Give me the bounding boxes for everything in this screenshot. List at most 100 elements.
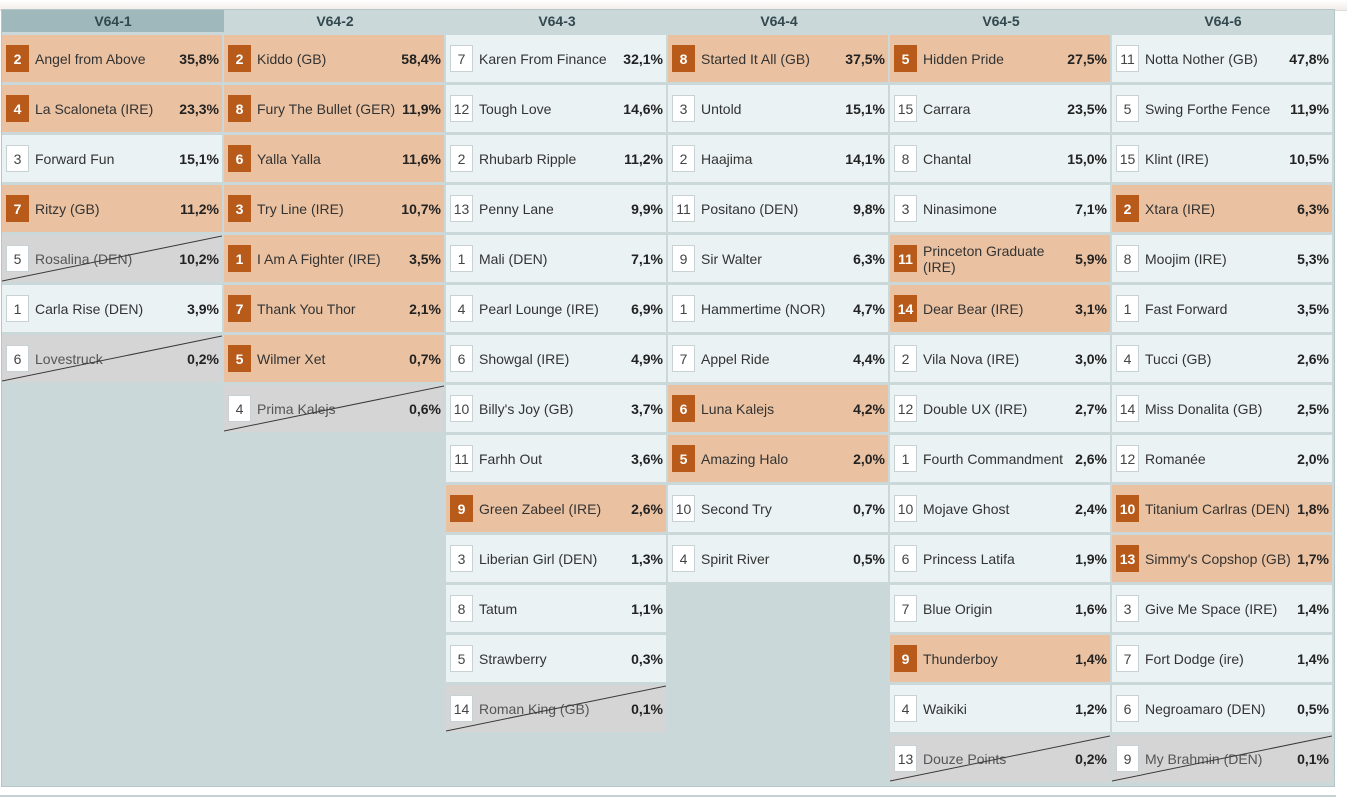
horse-row[interactable]: 1 Carla Rise (DEN) 3,9% <box>2 285 222 332</box>
horse-row-selected[interactable]: 3 Try Line (IRE) 10,7% <box>224 185 444 232</box>
horse-row-selected[interactable]: 7 Ritzy (GB) 11,2% <box>2 185 222 232</box>
horse-row[interactable]: 4 Tucci (GB) 2,6% <box>1112 335 1332 382</box>
horse-row[interactable]: 2 Vila Nova (IRE) 3,0% <box>890 335 1110 382</box>
horse-row-selected[interactable]: 5 Wilmer Xet 0,7% <box>224 335 444 382</box>
horse-row[interactable]: 8 Tatum 1,1% <box>446 585 666 632</box>
horse-row[interactable]: 4 Waikiki 1,2% <box>890 685 1110 732</box>
race-column-header[interactable]: V64-5 <box>982 13 1020 29</box>
horse-name: Rhubarb Ripple <box>479 150 577 167</box>
horse-row-selected[interactable]: 13 Simmy's Copshop (GB) 1,7% <box>1112 535 1332 582</box>
horse-row[interactable]: 3 Untold 15,1% <box>668 85 888 132</box>
horse-number: 11 <box>672 195 695 222</box>
horse-name: Prima Kalejs <box>257 400 336 417</box>
horse-row[interactable]: 10 Second Try 0,7% <box>668 485 888 532</box>
horse-row[interactable]: 4 Spirit River 0,5% <box>668 535 888 582</box>
race-column-header[interactable]: V64-3 <box>538 13 576 29</box>
horse-row-selected[interactable]: 2 Xtara (IRE) 6,3% <box>1112 185 1332 232</box>
horse-number: 13 <box>1116 545 1139 572</box>
horse-percentage: 3,7% <box>631 400 663 417</box>
horse-row[interactable]: 6 Showgal (IRE) 4,9% <box>446 335 666 382</box>
horse-row[interactable]: 14 Miss Donalita (GB) 2,5% <box>1112 385 1332 432</box>
horse-name: Titanium Carlras (DEN) <box>1145 500 1290 517</box>
race-column-header[interactable]: V64-6 <box>1204 13 1242 29</box>
race-column-header[interactable]: V64-1 <box>2 10 224 32</box>
horse-number: 6 <box>894 545 917 572</box>
horse-number: 2 <box>6 45 29 72</box>
horse-number: 8 <box>450 595 473 622</box>
horse-number: 11 <box>450 445 473 472</box>
horse-row-selected[interactable]: 6 Yalla Yalla 11,6% <box>224 135 444 182</box>
horse-percentage: 2,4% <box>1075 500 1107 517</box>
horse-row[interactable]: 2 Haajima 14,1% <box>668 135 888 182</box>
horse-row-selected[interactable]: 4 La Scaloneta (IRE) 23,3% <box>2 85 222 132</box>
horse-row-selected[interactable]: 2 Kiddo (GB) 58,4% <box>224 35 444 82</box>
horse-row-selected[interactable]: 10 Titanium Carlras (DEN) 1,8% <box>1112 485 1332 532</box>
horse-percentage: 0,2% <box>187 350 219 367</box>
horse-number: 15 <box>1116 145 1139 172</box>
horse-name: Rosalina (DEN) <box>35 250 133 267</box>
horse-row[interactable]: 4 Pearl Lounge (IRE) 6,9% <box>446 285 666 332</box>
horse-row[interactable]: 3 Ninasimone 7,1% <box>890 185 1110 232</box>
horse-row[interactable]: 5 Strawberry 0,3% <box>446 635 666 682</box>
horse-number: 12 <box>1116 445 1139 472</box>
horse-row-selected[interactable]: 1 I Am A Fighter (IRE) 3,5% <box>224 235 444 282</box>
horse-row[interactable]: 10 Mojave Ghost 2,4% <box>890 485 1110 532</box>
horse-row[interactable]: 10 Billy's Joy (GB) 3,7% <box>446 385 666 432</box>
horse-row-selected[interactable]: 5 Amazing Halo 2,0% <box>668 435 888 482</box>
horse-number: 7 <box>1116 645 1139 672</box>
horse-row[interactable]: 8 Chantal 15,0% <box>890 135 1110 182</box>
horse-row-selected[interactable]: 8 Fury The Bullet (GER) 11,9% <box>224 85 444 132</box>
horse-percentage: 58,4% <box>401 50 441 67</box>
horse-row[interactable]: 1 Hammertime (NOR) 4,7% <box>668 285 888 332</box>
horse-number: 13 <box>450 195 473 222</box>
horse-row[interactable]: 15 Carrara 23,5% <box>890 85 1110 132</box>
race-column-header[interactable]: V64-2 <box>316 13 354 29</box>
horse-number: 8 <box>1116 245 1139 272</box>
horse-row[interactable]: 1 Fourth Commandment 2,6% <box>890 435 1110 482</box>
horse-percentage: 0,5% <box>1297 700 1329 717</box>
horse-row[interactable]: 3 Liberian Girl (DEN) 1,3% <box>446 535 666 582</box>
horse-row[interactable]: 7 Blue Origin 1,6% <box>890 585 1110 632</box>
horse-number: 1 <box>228 245 251 272</box>
horse-row-selected[interactable]: 9 Green Zabeel (IRE) 2,6% <box>446 485 666 532</box>
horse-row[interactable]: 3 Forward Fun 15,1% <box>2 135 222 182</box>
horse-number: 1 <box>6 295 29 322</box>
horse-name: Wilmer Xet <box>257 350 326 367</box>
horse-row[interactable]: 3 Give Me Space (IRE) 1,4% <box>1112 585 1332 632</box>
horse-row[interactable]: 5 Swing Forthe Fence 11,9% <box>1112 85 1332 132</box>
horse-row-selected[interactable]: 11 Princeton Graduate (IRE) 5,9% <box>890 235 1110 282</box>
horse-row-selected[interactable]: 14 Dear Bear (IRE) 3,1% <box>890 285 1110 332</box>
horse-row[interactable]: 1 Mali (DEN) 7,1% <box>446 235 666 282</box>
horse-percentage: 2,6% <box>1297 350 1329 367</box>
horse-name: Hidden Pride <box>923 50 1004 67</box>
horse-row[interactable]: 1 Fast Forward 3,5% <box>1112 285 1332 332</box>
horse-row-selected[interactable]: 8 Started It All (GB) 37,5% <box>668 35 888 82</box>
horse-row[interactable]: 13 Penny Lane 9,9% <box>446 185 666 232</box>
horse-number: 8 <box>894 145 917 172</box>
horse-row-selected[interactable]: 7 Thank You Thor 2,1% <box>224 285 444 332</box>
horse-row[interactable]: 9 Sir Walter 6,3% <box>668 235 888 282</box>
horse-row[interactable]: 6 Princess Latifa 1,9% <box>890 535 1110 582</box>
horse-row-selected[interactable]: 2 Angel from Above 35,8% <box>2 35 222 82</box>
horse-row[interactable]: 11 Positano (DEN) 9,8% <box>668 185 888 232</box>
horse-row[interactable]: 15 Klint (IRE) 10,5% <box>1112 135 1332 182</box>
horse-row[interactable]: 12 Romanée 2,0% <box>1112 435 1332 482</box>
horse-row-selected[interactable]: 5 Hidden Pride 27,5% <box>890 35 1110 82</box>
horse-row-selected[interactable]: 6 Luna Kalejs 4,2% <box>668 385 888 432</box>
race-column-header[interactable]: V64-4 <box>760 13 798 29</box>
horse-row[interactable]: 6 Negroamaro (DEN) 0,5% <box>1112 685 1332 732</box>
horse-row-scratched: 5 Rosalina (DEN) 10,2% <box>2 235 222 282</box>
horse-row[interactable]: 8 Moojim (IRE) 5,3% <box>1112 235 1332 282</box>
horse-row[interactable]: 12 Double UX (IRE) 2,7% <box>890 385 1110 432</box>
horse-name: Ritzy (GB) <box>35 200 100 217</box>
horse-row[interactable]: 12 Tough Love 14,6% <box>446 85 666 132</box>
horse-row[interactable]: 7 Fort Dodge (ire) 1,4% <box>1112 635 1332 682</box>
horse-number: 9 <box>672 245 695 272</box>
horse-row[interactable]: 11 Notta Nother (GB) 47,8% <box>1112 35 1332 82</box>
horse-row[interactable]: 2 Rhubarb Ripple 11,2% <box>446 135 666 182</box>
horse-percentage: 4,4% <box>853 350 885 367</box>
horse-row-selected[interactable]: 9 Thunderboy 1,4% <box>890 635 1110 682</box>
horse-row[interactable]: 7 Appel Ride 4,4% <box>668 335 888 382</box>
horse-row[interactable]: 7 Karen From Finance 32,1% <box>446 35 666 82</box>
horse-row[interactable]: 11 Farhh Out 3,6% <box>446 435 666 482</box>
